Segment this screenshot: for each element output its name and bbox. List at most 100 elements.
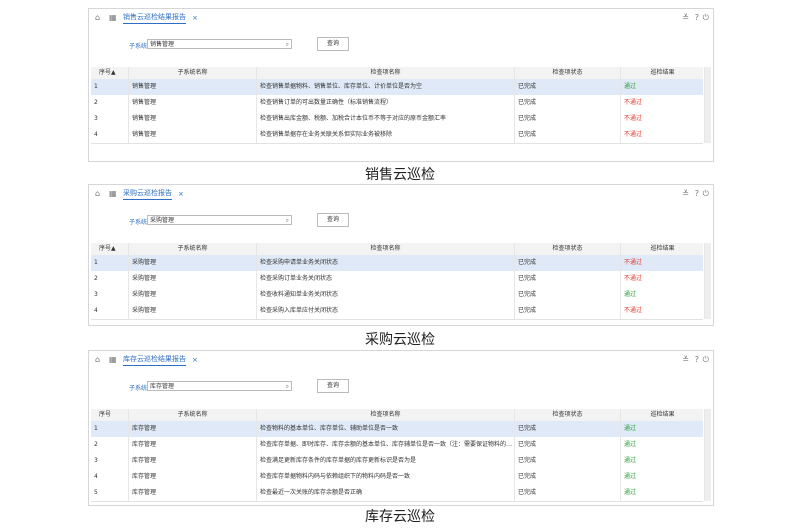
table-cell: 检查收料通知单业务关闭状态	[257, 287, 515, 303]
column-header[interactable]: 巡检结果	[621, 409, 705, 421]
tab-close[interactable]: ×	[192, 356, 198, 364]
table-cell: 已完成	[515, 287, 621, 303]
table-row[interactable]: 3 销售管理 检查销售出库金额、税额、加税合计本位币不等于对应的原币金额汇率 已完成不…	[91, 111, 705, 128]
table-cell: 2	[91, 437, 129, 453]
search-input[interactable]: 库存管理 ⌕	[147, 381, 292, 391]
collapse-icon[interactable]: ≚	[682, 355, 689, 364]
search-button[interactable]: 查询	[317, 37, 349, 51]
panel: ⌂ ▦ 库存云巡检结果报告 × ≚? ⏻ 子系统 库存管理 ⌕ 查询 序号 子系统名称 检查项名称 检查项…	[88, 350, 714, 506]
search-input[interactable]: 采购管理 ⌕	[147, 215, 292, 225]
table-cell: 检查销售单据存在业务关联关系但实际业务被移除	[257, 127, 515, 143]
table-cell: 已完成	[515, 127, 621, 143]
table-cell: 销售管理	[129, 95, 257, 111]
table-cell: 1	[91, 421, 129, 437]
collapse-icon[interactable]: ≚	[682, 189, 689, 198]
settings-icon[interactable]: ⏻	[702, 13, 709, 22]
table-cell: 已完成	[515, 271, 621, 287]
search-button[interactable]: 查询	[317, 379, 349, 393]
table-cell: 销售管理	[129, 127, 257, 143]
table-cell: 不通过	[621, 271, 705, 287]
column-header[interactable]: 序号▲	[91, 67, 129, 79]
table-row[interactable]: 1 销售管理 检查销售单据物料、销售单位、库存单位、计价单位是否为空 已完成 通过	[91, 79, 705, 96]
table-cell: 4	[91, 127, 129, 143]
table-row[interactable]: 2 销售管理 检查销售订单的可出数量正确性（标准销售流程） 已完成 不通过	[91, 95, 705, 112]
table-row[interactable]: 5 库存管理 检查最近一次关账的库存余额是否正确 已完成 通过	[91, 485, 705, 502]
settings-icon[interactable]: ⏻	[702, 355, 709, 364]
search-input[interactable]: 销售管理 ⌕	[147, 39, 292, 49]
settings-icon[interactable]: ⏻	[702, 189, 709, 198]
table-cell: 3	[91, 453, 129, 469]
table-cell: 已完成	[515, 485, 621, 501]
search-button[interactable]: 查询	[317, 213, 349, 227]
search-label: 子系统	[129, 385, 148, 392]
table: 序号▲ 子系统名称 检查项名称 检查项状态 巡检结果 1 采购管理 检查采购申请单业务关闭状态…	[91, 243, 705, 320]
column-header[interactable]: 检查项名称	[257, 243, 515, 255]
column-header[interactable]: 序号▲	[91, 243, 129, 255]
table-row[interactable]: 4 采购管理 检查采购入库单应付关闭状态 已完成 不通过	[91, 303, 705, 320]
table-row[interactable]: 4 销售管理 检查销售单据存在业务关联关系但实际业务被移除 已完成 不通过	[91, 127, 705, 144]
tab-close[interactable]: ×	[192, 14, 198, 22]
table-cell: 4	[91, 469, 129, 485]
table-cell: 已完成	[515, 111, 621, 127]
menu-icon[interactable]: ▦	[109, 13, 117, 22]
home-icon[interactable]: ⌂	[95, 189, 101, 198]
search-icon: ⌕	[285, 217, 289, 224]
table-cell: 采购管理	[129, 303, 257, 319]
column-header[interactable]: 巡检结果	[621, 243, 705, 255]
help-icon[interactable]: ?	[694, 189, 699, 198]
help-icon[interactable]: ?	[694, 13, 699, 22]
tab-title[interactable]: 销售云巡检结果报告	[123, 12, 186, 24]
table-cell: 已完成	[515, 303, 621, 319]
table-cell: 库存管理	[129, 469, 257, 485]
column-header[interactable]: 检查项名称	[257, 409, 515, 421]
help-icon[interactable]: ?	[694, 355, 699, 364]
table-row[interactable]: 1 采购管理 检查采购申请单业务关闭状态 已完成 不通过	[91, 255, 705, 272]
table-cell: 采购管理	[129, 255, 257, 271]
table-cell: 不通过	[621, 111, 705, 127]
table-row[interactable]: 2 采购管理 检查采购订单业务关闭状态 已完成 不通过	[91, 271, 705, 288]
collapse-icon[interactable]: ≚	[682, 13, 689, 22]
column-header[interactable]: 子系统名称	[129, 243, 257, 255]
table-cell: 销售管理	[129, 111, 257, 127]
column-header[interactable]: 子系统名称	[129, 67, 257, 79]
tab-title[interactable]: 采购云巡检报告	[123, 188, 172, 200]
table-cell: 1	[91, 255, 129, 271]
table-row[interactable]: 4 库存管理 检查库存单据物料内码与依赖组织下的物料内码是否一致 已完成 通过	[91, 469, 705, 486]
search-icon: ⌕	[285, 383, 289, 390]
search-icon: ⌕	[285, 41, 289, 48]
home-icon[interactable]: ⌂	[95, 355, 101, 364]
table-row[interactable]: 2 库存管理 检查库存单据、即时库存、库存余额的基本单位、库存辅单位是否一致（注：需…	[91, 437, 705, 454]
table-cell: 4	[91, 303, 129, 319]
table-cell: 2	[91, 95, 129, 111]
table-cell: 销售管理	[129, 79, 257, 95]
table-row[interactable]: 1 库存管理 检查物料的基本单位、库存单位、辅助单位是否一致 已完成 通过	[91, 421, 705, 438]
column-header[interactable]: 检查项状态	[515, 409, 621, 421]
column-header[interactable]: 检查项名称	[257, 67, 515, 79]
table-cell: 采购管理	[129, 271, 257, 287]
table-cell: 通过	[621, 437, 705, 453]
table-cell: 检查采购申请单业务关闭状态	[257, 255, 515, 271]
column-header[interactable]: 序号	[91, 409, 129, 421]
table-cell: 检查销售单据物料、销售单位、库存单位、计价单位是否为空	[257, 79, 515, 95]
tab-close[interactable]: ×	[178, 190, 184, 198]
table-cell: 检查采购入库单应付关闭状态	[257, 303, 515, 319]
table-cell: 通过	[621, 287, 705, 303]
table-row[interactable]: 3 库存管理 检查满足更新库存条件的库存单据的库存更新标识是否为是 已完成 通过	[91, 453, 705, 470]
scrollbar	[705, 67, 711, 143]
table-cell: 通过	[621, 421, 705, 437]
caption: 采购云巡检	[365, 332, 435, 348]
tab-title[interactable]: 库存云巡检结果报告	[123, 354, 186, 366]
table-cell: 通过	[621, 453, 705, 469]
column-header[interactable]: 子系统名称	[129, 409, 257, 421]
scrollbar	[705, 243, 711, 319]
table-row[interactable]: 3 采购管理 检查收料通知单业务关闭状态 已完成 通过	[91, 287, 705, 304]
home-icon[interactable]: ⌂	[95, 13, 101, 22]
menu-icon[interactable]: ▦	[109, 355, 117, 364]
column-header[interactable]: 检查项状态	[515, 67, 621, 79]
table: 序号▲ 子系统名称 检查项名称 检查项状态 巡检结果 1 销售管理 检查销售单据物料、销售单位…	[91, 67, 705, 144]
column-header[interactable]: 巡检结果	[621, 67, 705, 79]
table-cell: 通过	[621, 79, 705, 95]
column-header[interactable]: 检查项状态	[515, 243, 621, 255]
table-cell: 库存管理	[129, 421, 257, 437]
menu-icon[interactable]: ▦	[109, 189, 117, 198]
